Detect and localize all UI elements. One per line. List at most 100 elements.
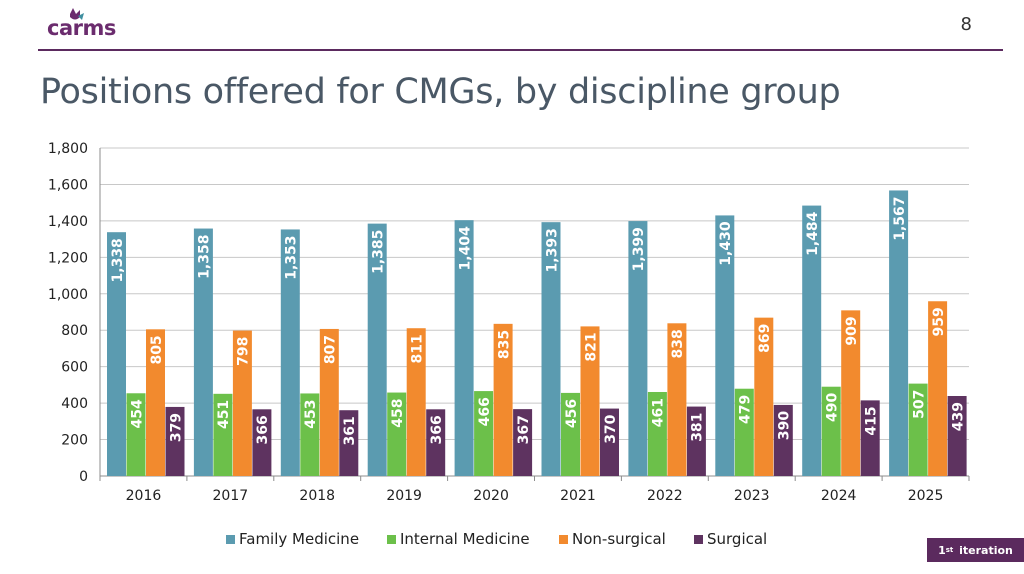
data-label: 415	[863, 406, 879, 435]
data-label: 869	[757, 324, 773, 353]
legend-swatch	[694, 535, 703, 544]
y-tick-label: 1,800	[48, 141, 88, 157]
x-tick-label: 2025	[908, 488, 944, 504]
bar-surgical	[252, 409, 272, 476]
brand-logo-text: carms	[47, 16, 116, 40]
data-label: 798	[236, 337, 252, 366]
data-label: 835	[496, 330, 512, 359]
x-tick-label: 2024	[821, 488, 857, 504]
data-label: 461	[651, 398, 667, 427]
data-label: 379	[168, 413, 184, 442]
data-label: 805	[149, 335, 165, 364]
legend-swatch	[387, 535, 396, 544]
data-label: 1,567	[892, 196, 908, 240]
data-label: 381	[690, 413, 706, 442]
y-tick-label: 200	[61, 433, 88, 449]
x-tick-label: 2017	[213, 488, 249, 504]
x-tick-label: 2020	[473, 488, 509, 504]
bar-family-medicine	[193, 228, 213, 476]
data-label: 821	[583, 332, 599, 361]
bar-surgical	[860, 400, 880, 476]
bar-internal-medicine	[213, 393, 233, 476]
data-label: 1,353	[284, 235, 300, 279]
bar-family-medicine	[802, 205, 822, 477]
data-label: 1,399	[631, 227, 647, 271]
data-label: 366	[255, 415, 271, 444]
bar-internal-medicine	[300, 393, 320, 476]
page-title: Positions offered for CMGs, by disciplin…	[40, 72, 841, 112]
data-label: 458	[390, 399, 406, 428]
bar-internal-medicine	[126, 393, 146, 476]
bar-non-surgical	[493, 323, 513, 476]
bar-family-medicine	[107, 232, 126, 476]
bar-non-surgical	[928, 301, 948, 476]
bar-surgical	[339, 410, 359, 476]
bar-family-medicine	[454, 220, 474, 476]
legend-swatch	[559, 535, 568, 544]
y-tick-label: 400	[61, 396, 88, 412]
bar-family-medicine	[280, 229, 300, 476]
bar-non-surgical	[146, 329, 165, 476]
data-label: 1,385	[370, 230, 386, 274]
bar-non-surgical	[667, 323, 687, 476]
legend-swatch	[226, 535, 235, 544]
bar-internal-medicine	[561, 392, 580, 476]
y-tick-label: 600	[61, 360, 88, 376]
x-tick-label: 2016	[126, 488, 162, 504]
data-label: 1,393	[544, 228, 560, 272]
data-label: 439	[950, 402, 966, 431]
data-label: 1,430	[718, 221, 734, 266]
legend-label: Internal Medicine	[400, 530, 530, 548]
bar-family-medicine	[367, 223, 387, 476]
bar-non-surgical	[319, 328, 339, 476]
data-label: 370	[603, 414, 619, 443]
header-divider	[38, 49, 1003, 51]
y-tick-label: 1,400	[48, 214, 88, 230]
data-label: 811	[409, 334, 425, 363]
bar-surgical	[600, 408, 619, 476]
data-label: 507	[911, 390, 927, 419]
data-label: 479	[738, 395, 754, 424]
bar-internal-medicine	[387, 392, 407, 476]
x-tick-label: 2023	[734, 488, 770, 504]
y-tick-label: 1,600	[48, 177, 88, 193]
bar-family-medicine	[628, 221, 648, 476]
badge-suffix: st	[945, 546, 954, 554]
data-label: 909	[844, 316, 860, 345]
page-number: 8	[960, 14, 972, 35]
bar-internal-medicine	[821, 386, 841, 476]
data-label: 367	[516, 415, 532, 444]
bar-internal-medicine	[908, 383, 928, 476]
y-tick-label: 1,000	[48, 287, 88, 303]
bar-surgical	[947, 396, 967, 476]
data-label: 1,484	[805, 211, 821, 256]
badge-label: iteration	[959, 543, 1013, 557]
bar-family-medicine	[541, 222, 561, 476]
bar-family-medicine	[889, 190, 909, 477]
bar-non-surgical	[841, 310, 861, 476]
bar-surgical	[513, 409, 533, 476]
legend-label: Family Medicine	[239, 530, 359, 548]
data-label: 361	[342, 416, 358, 445]
bar-non-surgical	[232, 330, 252, 476]
y-tick-label: 800	[61, 323, 88, 339]
y-tick-label: 1,200	[48, 250, 88, 266]
bar-surgical	[426, 409, 446, 476]
data-label: 366	[429, 415, 445, 444]
bar-internal-medicine	[647, 391, 667, 476]
data-label: 390	[777, 411, 793, 440]
x-tick-label: 2021	[560, 488, 596, 504]
carms-logo-mark	[70, 8, 84, 20]
data-label: 490	[824, 392, 840, 421]
data-label: 456	[564, 399, 580, 428]
bar-surgical	[773, 404, 793, 476]
data-label: 807	[323, 335, 339, 364]
data-label: 454	[129, 399, 145, 428]
data-label: 1,358	[197, 235, 213, 279]
x-tick-label: 2022	[647, 488, 683, 504]
bar-non-surgical	[580, 326, 600, 476]
data-label: 453	[303, 399, 319, 428]
bar-internal-medicine	[474, 391, 494, 476]
